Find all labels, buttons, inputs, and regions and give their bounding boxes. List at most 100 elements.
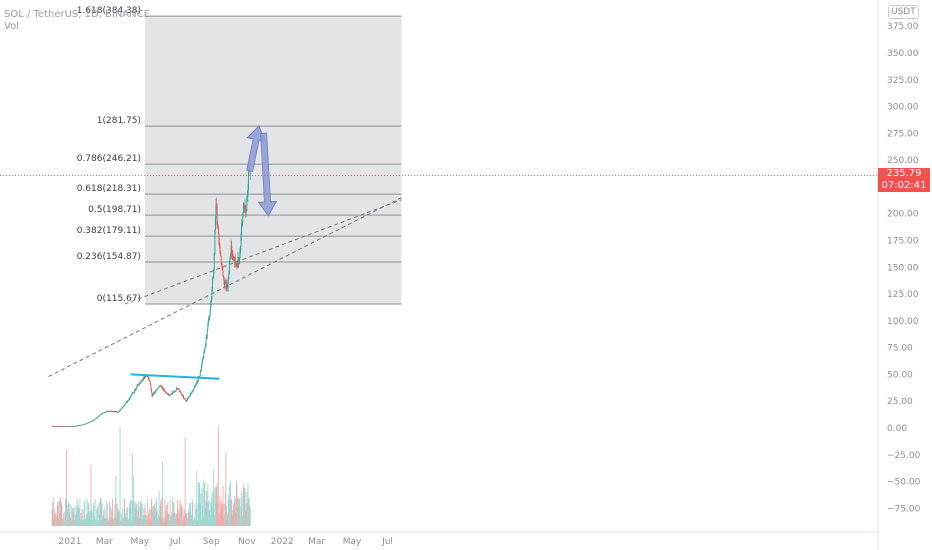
volume-bar xyxy=(160,516,162,526)
volume-bar xyxy=(133,516,135,526)
candle-body xyxy=(131,393,133,395)
volume-bar xyxy=(80,519,81,526)
volume-bar xyxy=(87,513,88,526)
candle-body xyxy=(156,389,158,391)
candle-body xyxy=(123,406,124,407)
price-tick-label: 200.00 xyxy=(887,210,919,220)
candle-body xyxy=(221,265,223,271)
candle-body xyxy=(169,394,171,396)
candles xyxy=(51,156,251,428)
candle-body xyxy=(121,407,123,409)
candle-body xyxy=(161,387,163,389)
volume-bar xyxy=(91,508,93,526)
trend-line[interactable] xyxy=(124,199,402,305)
volume-bar xyxy=(239,517,241,526)
volume-bar xyxy=(112,518,114,526)
candle-body xyxy=(244,205,245,212)
candle-body xyxy=(221,262,223,266)
price-tick-label: 300.00 xyxy=(887,103,919,113)
candle-body xyxy=(75,425,77,427)
volume-bar xyxy=(130,500,131,526)
projection-arrow[interactable] xyxy=(257,132,278,217)
candle-body xyxy=(247,189,249,197)
volume-bar xyxy=(164,514,166,526)
symbol-title[interactable]: SOL / TetherUS, 1D, BINANCE xyxy=(4,9,150,20)
candle-body xyxy=(115,411,117,412)
candle-body xyxy=(147,375,149,377)
candle-body xyxy=(75,425,77,427)
volume-bar xyxy=(215,486,217,526)
candle-body xyxy=(234,256,236,262)
candle-body xyxy=(87,422,88,424)
volume-bar xyxy=(180,506,181,526)
price-tick-label: −25.00 xyxy=(887,451,921,461)
volume-bar xyxy=(54,516,56,526)
volume-bar xyxy=(173,504,175,526)
volume-bar xyxy=(161,498,163,526)
volume-bar xyxy=(99,514,101,526)
volume-bar xyxy=(187,520,188,526)
candle-body xyxy=(69,426,71,427)
volume-bar xyxy=(80,513,82,526)
volume-bar xyxy=(175,513,177,526)
volume-bar xyxy=(52,518,54,526)
support-lines[interactable] xyxy=(130,373,220,380)
volume-bar xyxy=(221,504,223,526)
volume-bar xyxy=(81,520,83,526)
candle-body xyxy=(193,387,195,390)
candle-body xyxy=(113,411,115,413)
volume-bar xyxy=(154,515,156,526)
volume-bar xyxy=(62,521,63,526)
candle-body xyxy=(198,377,200,381)
volume-bar xyxy=(219,495,221,526)
candle-body xyxy=(225,282,227,290)
volume-bar xyxy=(241,490,243,526)
candle-body xyxy=(80,424,82,426)
price-tick-label: −75.00 xyxy=(887,504,921,514)
volume-bar xyxy=(69,503,71,526)
candle-body xyxy=(71,425,73,427)
candle-body xyxy=(69,426,70,427)
candle-body xyxy=(231,245,233,255)
volume-bar xyxy=(83,500,85,526)
candle-body xyxy=(204,346,206,350)
volume-bar xyxy=(166,513,168,526)
volume-bar xyxy=(89,510,91,526)
candle-body xyxy=(106,411,108,413)
volume-bar xyxy=(233,504,234,526)
projection-arrows[interactable] xyxy=(246,124,278,217)
time-tick-label: Nov xyxy=(238,537,256,547)
candle-body xyxy=(146,375,148,377)
price-axis[interactable]: 375.00350.00325.00300.00275.00250.00225.… xyxy=(887,22,921,514)
candle-body xyxy=(103,412,105,414)
volume-bar xyxy=(134,500,136,526)
time-tick-label: Jul xyxy=(169,537,181,547)
candle-body xyxy=(99,414,101,416)
support-line[interactable] xyxy=(130,373,220,380)
volume-bar xyxy=(191,515,193,526)
volume-bar xyxy=(109,517,111,526)
volume-bar xyxy=(169,520,170,526)
time-axis[interactable]: 2021 Mar May Jul Sep Nov 2022 Mar May Jul xyxy=(59,537,393,547)
volume-bar xyxy=(96,507,98,526)
currency-button[interactable]: USDT xyxy=(888,5,919,19)
candle-body xyxy=(133,392,135,393)
candle-body xyxy=(195,384,197,386)
candle-body xyxy=(55,425,57,427)
volume-bar xyxy=(235,498,237,526)
volume-bar xyxy=(77,504,79,526)
candle-body xyxy=(67,426,69,427)
volume-bar xyxy=(243,483,245,526)
volume-bar xyxy=(184,437,186,526)
candle-body xyxy=(134,388,136,391)
candle-body xyxy=(77,425,79,427)
volume-bar xyxy=(120,514,122,526)
candle-body xyxy=(131,394,133,396)
volume-bar xyxy=(171,497,173,526)
volume-bar xyxy=(99,498,101,526)
volume-bar xyxy=(188,509,190,526)
candle-body xyxy=(182,395,184,397)
volume-bar xyxy=(123,517,124,526)
volume-bar xyxy=(63,521,65,526)
